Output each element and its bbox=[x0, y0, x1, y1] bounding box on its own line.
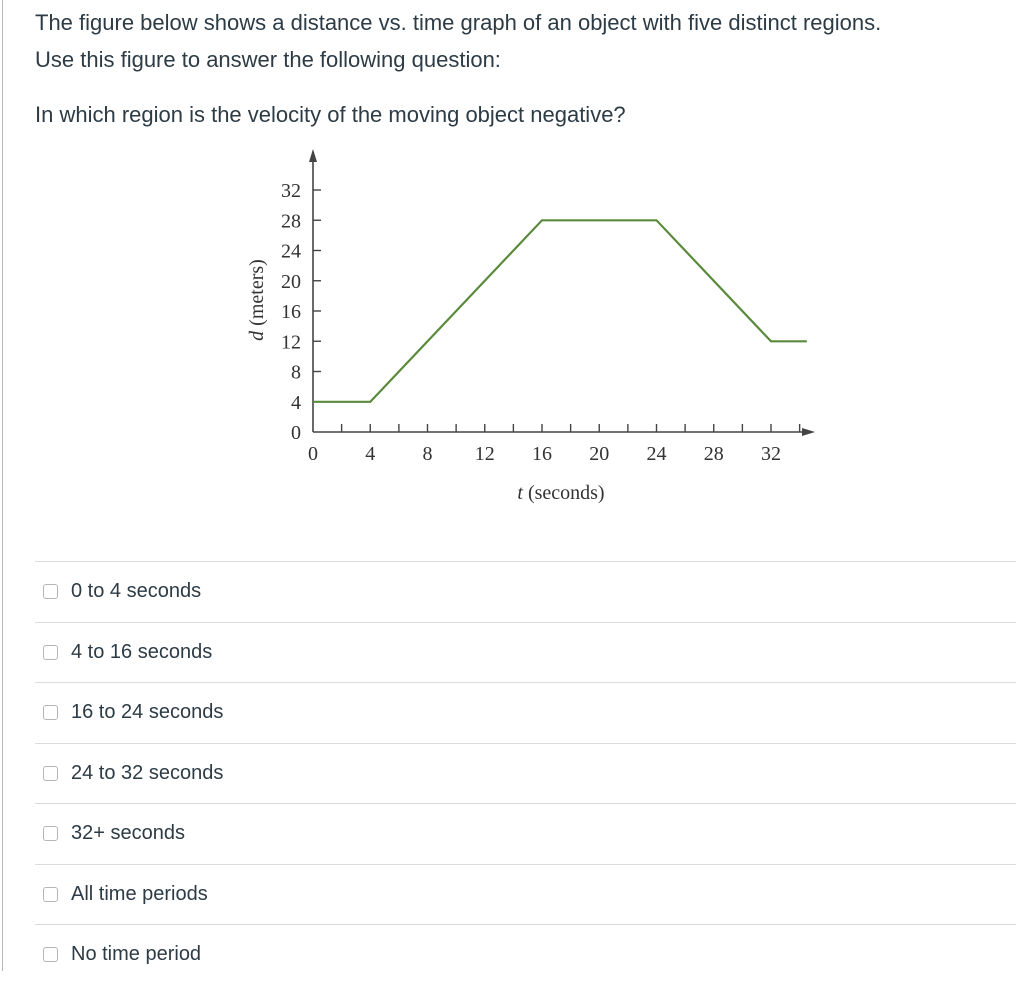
answer-label: All time periods bbox=[71, 882, 208, 905]
answer-label: 0 to 4 seconds bbox=[71, 580, 202, 603]
answer-label: 24 to 32 seconds bbox=[71, 761, 224, 784]
answer-list: 0 to 4 seconds 4 to 16 seconds 16 to 24 … bbox=[35, 561, 1016, 985]
checkbox[interactable] bbox=[43, 886, 58, 902]
question-intro-line1: The figure below shows a distance vs. ti… bbox=[35, 10, 882, 35]
question-prompt: In which region is the velocity of the m… bbox=[35, 102, 626, 127]
checkbox[interactable] bbox=[43, 826, 58, 842]
x-tick-label: 4 bbox=[365, 443, 375, 465]
x-tick-label: 8 bbox=[423, 443, 433, 465]
x-tick-label: 28 bbox=[704, 443, 724, 465]
answer-option-24-32s[interactable]: 24 to 32 seconds bbox=[35, 742, 1016, 804]
y-axis-ticks: 0 4 8 12 16 20 24 28 32 bbox=[281, 180, 321, 444]
y-tick-label: 32 bbox=[281, 180, 301, 202]
y-axis-label: d (meters) bbox=[246, 259, 268, 341]
y-tick-label: 0 bbox=[291, 422, 301, 444]
answer-option-4-16s[interactable]: 4 to 16 seconds bbox=[35, 621, 1016, 683]
answer-label: 4 to 16 seconds bbox=[71, 640, 213, 663]
y-tick-label: 24 bbox=[281, 241, 301, 263]
checkbox[interactable] bbox=[43, 644, 58, 660]
y-tick-label: 20 bbox=[281, 271, 301, 293]
x-tick-label: 0 bbox=[308, 443, 318, 465]
chart-axes bbox=[309, 149, 815, 436]
answer-option-32plus[interactable]: 32+ seconds bbox=[35, 803, 1016, 864]
y-axis-arrow-icon bbox=[309, 149, 317, 162]
answer-option-all[interactable]: All time periods bbox=[35, 863, 1016, 925]
answer-label: 16 to 24 seconds bbox=[71, 701, 224, 724]
x-tick-label: 32 bbox=[761, 443, 781, 465]
question-intro-line2: Use this figure to answer the following … bbox=[35, 47, 501, 72]
checkbox[interactable] bbox=[43, 947, 58, 963]
page-left-border bbox=[2, 0, 3, 971]
answer-option-16-24s[interactable]: 16 to 24 seconds bbox=[35, 682, 1016, 743]
x-tick-label: 12 bbox=[475, 443, 495, 465]
x-tick-label: 16 bbox=[532, 443, 552, 465]
x-axis-label: t (seconds) bbox=[517, 482, 604, 504]
y-tick-label: 8 bbox=[291, 362, 301, 384]
answer-label: 32+ seconds bbox=[71, 822, 185, 845]
x-tick-label: 24 bbox=[647, 443, 667, 465]
y-tick-label: 16 bbox=[281, 301, 301, 323]
y-tick-label: 4 bbox=[291, 392, 301, 414]
x-axis-arrow-icon bbox=[802, 428, 815, 436]
checkbox[interactable] bbox=[43, 765, 58, 781]
distance-time-figure: 0 4 8 12 16 20 24 28 32 0 4 8 12 16 20 24 28 32 t (secon… bbox=[220, 140, 820, 510]
distance-line bbox=[313, 219, 807, 403]
distance-time-chart: 0 4 8 12 16 20 24 28 32 0 4 8 12 16 20 24 28 32 t (secon… bbox=[246, 149, 815, 504]
answer-label: No time period bbox=[71, 943, 202, 966]
question-text: The figure below shows a distance vs. ti… bbox=[35, 4, 1015, 133]
y-tick-label: 28 bbox=[281, 210, 301, 232]
y-tick-label: 12 bbox=[281, 331, 301, 353]
answer-option-none[interactable]: No time period bbox=[35, 924, 1016, 985]
answer-option-0-4s[interactable]: 0 to 4 seconds bbox=[35, 561, 1016, 622]
x-tick-label: 20 bbox=[589, 443, 609, 465]
checkbox[interactable] bbox=[43, 584, 58, 600]
checkbox[interactable] bbox=[43, 705, 58, 721]
x-axis-ticks: 0 4 8 12 16 20 24 28 32 bbox=[308, 424, 801, 465]
